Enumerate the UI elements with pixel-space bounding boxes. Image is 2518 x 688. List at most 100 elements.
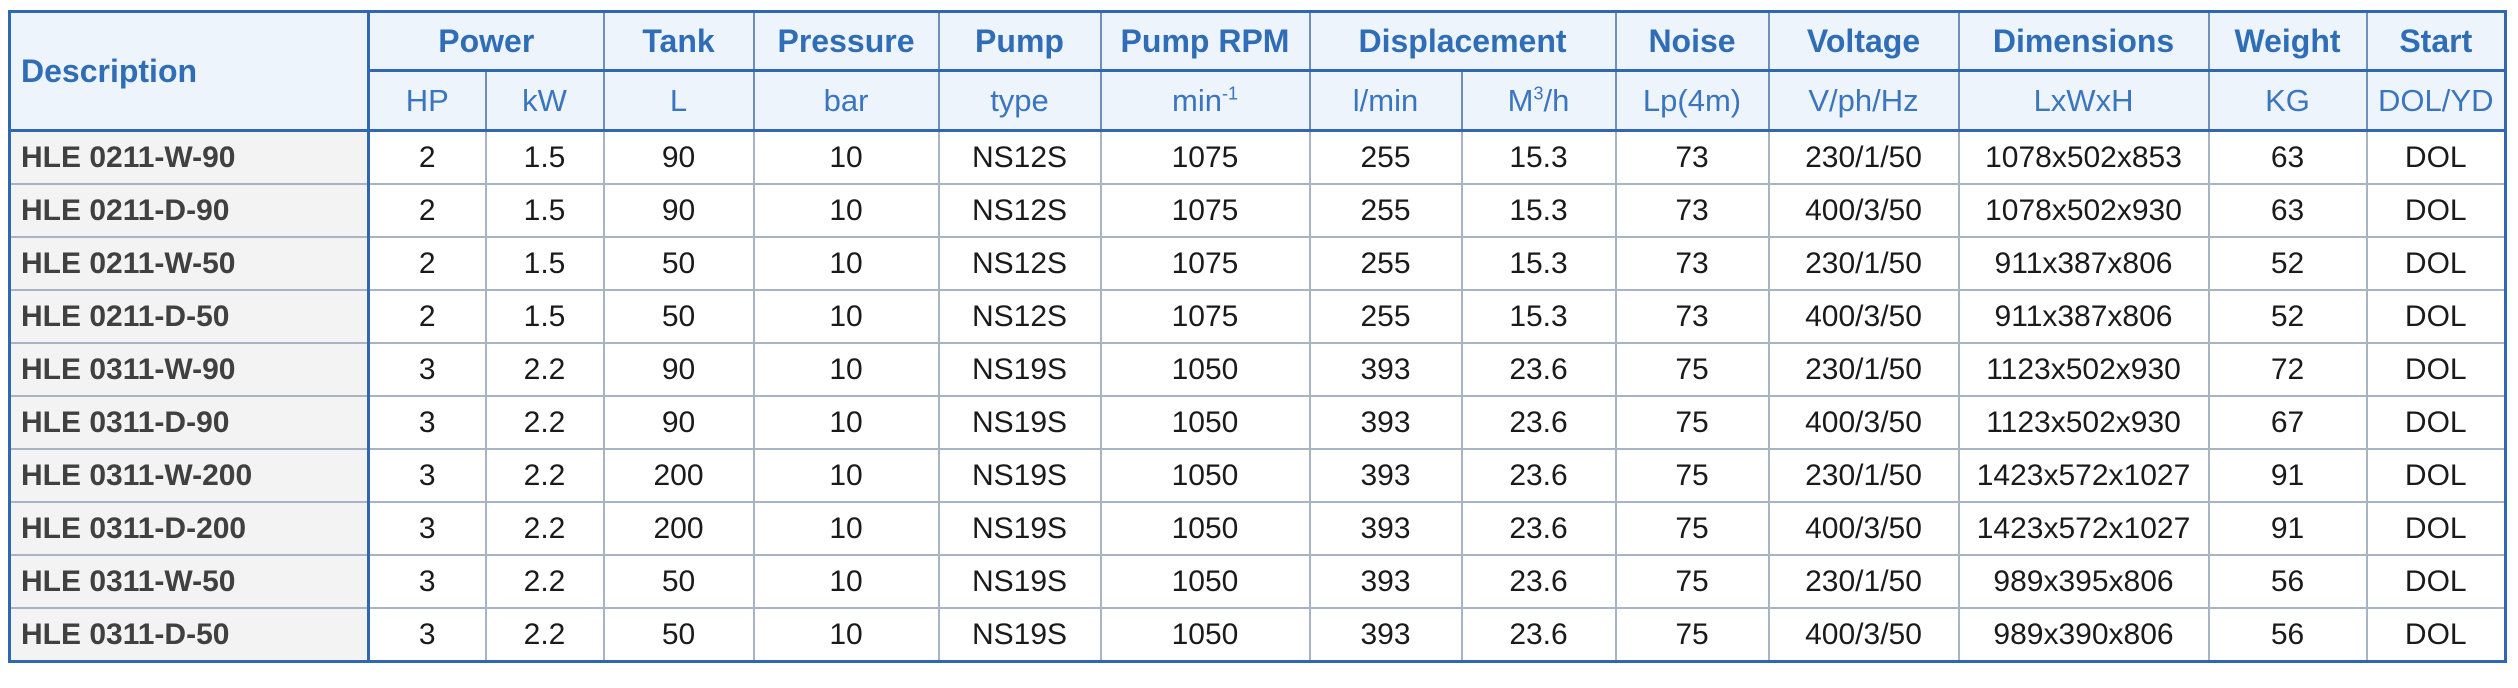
cell-pressure: 10 xyxy=(752,183,940,238)
cell-weight: 63 xyxy=(2207,183,2368,238)
cell-pressure: 10 xyxy=(752,607,940,663)
unit-dimensions: LxWxH xyxy=(1957,69,2210,132)
cell-voltage: 400/3/50 xyxy=(1767,607,1960,663)
cell-noise: 75 xyxy=(1614,342,1770,397)
cell-hp: 3 xyxy=(367,501,487,556)
cell-kw: 2.2 xyxy=(484,448,605,503)
cell-kw: 2.2 xyxy=(484,395,605,450)
header-dimensions: Dimensions xyxy=(1957,10,2210,72)
cell-start: DOL xyxy=(2365,607,2507,663)
table-row: HLE 0311-W-90 3 2.2 90 10 NS19S 1050 393 23.6 75 2… xyxy=(8,342,2507,397)
cell-dimensions: 1423x572x1027 xyxy=(1957,448,2210,503)
header-row-groups: Description Power Tank Pressure Pump Pum… xyxy=(8,10,2507,132)
cell-noise: 73 xyxy=(1614,289,1770,344)
cell-noise: 73 xyxy=(1614,236,1770,291)
cell-tank: 90 xyxy=(602,129,755,185)
cell-weight: 56 xyxy=(2207,554,2368,609)
cell-start: DOL xyxy=(2365,395,2507,450)
unit-flow-m3h: M3/h xyxy=(1460,69,1617,132)
cell-pressure: 10 xyxy=(752,395,940,450)
unit-noise: Lp(4m) xyxy=(1614,69,1770,132)
cell-noise: 75 xyxy=(1614,607,1770,663)
unit-hp: HP xyxy=(367,69,487,132)
unit-start: DOL/YD xyxy=(2365,69,2507,132)
cell-description: HLE 0311-W-50 xyxy=(8,554,370,609)
cell-noise: 75 xyxy=(1614,395,1770,450)
cell-pump: NS12S xyxy=(937,183,1102,238)
cell-m3h: 15.3 xyxy=(1460,289,1617,344)
cell-m3h: 15.3 xyxy=(1460,183,1617,238)
cell-lmin: 393 xyxy=(1308,342,1463,397)
cell-dimensions: 1078x502x930 xyxy=(1957,183,2210,238)
header-noise: Noise xyxy=(1614,10,1770,72)
cell-noise: 75 xyxy=(1614,448,1770,503)
cell-voltage: 400/3/50 xyxy=(1767,501,1960,556)
cell-description: HLE 0311-D-200 xyxy=(8,501,370,556)
cell-kw: 1.5 xyxy=(484,236,605,291)
cell-rpm: 1075 xyxy=(1099,183,1311,238)
cell-hp: 2 xyxy=(367,129,487,185)
cell-description: HLE 0311-D-50 xyxy=(8,607,370,663)
cell-pump: NS19S xyxy=(937,448,1102,503)
cell-start: DOL xyxy=(2365,554,2507,609)
header-voltage: Voltage xyxy=(1767,10,1960,72)
cell-m3h: 15.3 xyxy=(1460,129,1617,185)
cell-rpm: 1075 xyxy=(1099,289,1311,344)
cell-start: DOL xyxy=(2365,183,2507,238)
cell-kw: 2.2 xyxy=(484,554,605,609)
unit-tank: L xyxy=(602,69,755,132)
unit-flow-lmin: l/min xyxy=(1308,69,1463,132)
header-displacement: Displacement xyxy=(1308,10,1617,72)
cell-lmin: 393 xyxy=(1308,448,1463,503)
cell-tank: 90 xyxy=(602,342,755,397)
cell-tank: 50 xyxy=(602,289,755,344)
cell-pump: NS19S xyxy=(937,342,1102,397)
table-row: HLE 0211-W-90 2 1.5 90 10 NS12S 1075 255 15.3 73 2… xyxy=(8,129,2507,185)
unit-m3h-base: M xyxy=(1507,82,1534,118)
cell-voltage: 230/1/50 xyxy=(1767,342,1960,397)
cell-rpm: 1050 xyxy=(1099,395,1311,450)
cell-m3h: 23.6 xyxy=(1460,554,1617,609)
cell-voltage: 230/1/50 xyxy=(1767,129,1960,185)
cell-weight: 56 xyxy=(2207,607,2368,663)
cell-tank: 90 xyxy=(602,183,755,238)
cell-pump: NS19S xyxy=(937,501,1102,556)
cell-pump: NS19S xyxy=(937,607,1102,663)
cell-hp: 3 xyxy=(367,395,487,450)
cell-hp: 3 xyxy=(367,607,487,663)
cell-pump: NS19S xyxy=(937,554,1102,609)
cell-start: DOL xyxy=(2365,501,2507,556)
table-row: HLE 0211-D-90 2 1.5 90 10 NS12S 1075 255 15.3 73 4… xyxy=(8,183,2507,238)
cell-rpm: 1075 xyxy=(1099,129,1311,185)
header-pressure: Pressure xyxy=(752,10,940,72)
cell-kw: 2.2 xyxy=(484,342,605,397)
cell-m3h: 23.6 xyxy=(1460,395,1617,450)
cell-lmin: 393 xyxy=(1308,554,1463,609)
cell-hp: 3 xyxy=(367,554,487,609)
cell-voltage: 230/1/50 xyxy=(1767,448,1960,503)
unit-rpm-sup: -1 xyxy=(1221,83,1238,104)
cell-tank: 50 xyxy=(602,554,755,609)
cell-voltage: 230/1/50 xyxy=(1767,236,1960,291)
cell-voltage: 230/1/50 xyxy=(1767,554,1960,609)
cell-noise: 73 xyxy=(1614,183,1770,238)
cell-lmin: 255 xyxy=(1308,289,1463,344)
cell-rpm: 1050 xyxy=(1099,448,1311,503)
cell-description: HLE 0211-W-90 xyxy=(8,129,370,185)
cell-lmin: 393 xyxy=(1308,501,1463,556)
unit-m3h-sup: 3 xyxy=(1533,83,1544,104)
cell-weight: 91 xyxy=(2207,448,2368,503)
cell-dimensions: 989x395x806 xyxy=(1957,554,2210,609)
header-start: Start xyxy=(2365,10,2507,72)
table-row: HLE 0311-W-200 3 2.2 200 10 NS19S 1050 393 23.6 7… xyxy=(8,448,2507,503)
cell-kw: 2.2 xyxy=(484,501,605,556)
cell-weight: 72 xyxy=(2207,342,2368,397)
unit-voltage: V/ph/Hz xyxy=(1767,69,1960,132)
spec-table-container: Description Power Tank Pressure Pump Pum… xyxy=(8,10,2508,680)
unit-weight: KG xyxy=(2207,69,2368,132)
cell-description: HLE 0211-D-90 xyxy=(8,183,370,238)
cell-pressure: 10 xyxy=(752,289,940,344)
cell-kw: 1.5 xyxy=(484,129,605,185)
cell-rpm: 1050 xyxy=(1099,607,1311,663)
cell-dimensions: 989x390x806 xyxy=(1957,607,2210,663)
